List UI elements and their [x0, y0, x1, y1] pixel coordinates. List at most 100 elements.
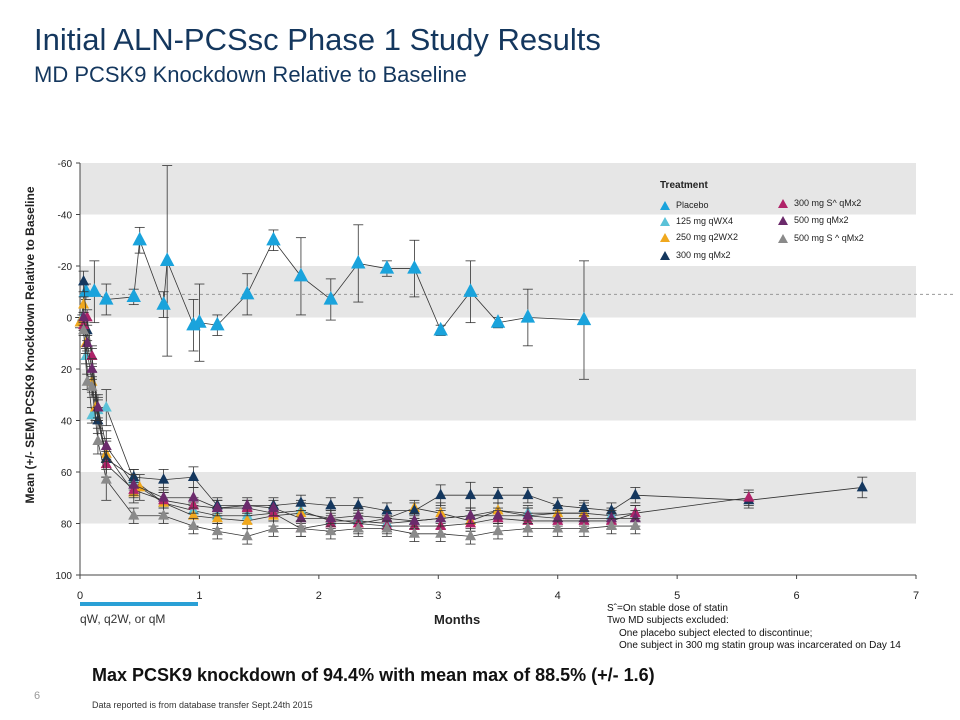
data-point	[158, 509, 170, 520]
data-point	[629, 511, 641, 523]
legend-title: Treatment	[660, 180, 708, 191]
x-tick-label: 7	[913, 590, 919, 602]
source-note: Data reported is from database transfer …	[92, 700, 313, 710]
headline: Max PCSK9 knockdown of 94.4% with mean m…	[92, 665, 655, 685]
data-point	[86, 349, 98, 361]
data-point	[743, 491, 755, 502]
slide-subtitle: MD PCSK9 Knockdown Relative to Baseline	[34, 62, 467, 87]
data-point	[126, 288, 141, 302]
data-point	[856, 480, 868, 492]
data-point	[433, 321, 448, 336]
data-point	[381, 522, 393, 533]
series-line	[83, 330, 636, 537]
data-point	[465, 509, 477, 520]
legend-item: 125 mg qWX4	[660, 216, 733, 226]
series-0	[78, 165, 592, 380]
legend-triangle-icon	[778, 198, 788, 208]
data-point	[78, 274, 90, 286]
series-layer	[74, 165, 868, 545]
data-point	[78, 298, 90, 309]
axes	[76, 162, 917, 579]
data-point	[295, 522, 307, 533]
legend-triangle-icon	[778, 233, 788, 243]
data-point	[490, 314, 506, 328]
legend-label: 250 mg q2WX2	[676, 232, 739, 242]
legend-triangle-icon	[660, 232, 670, 242]
x-tick-label: 0	[77, 590, 83, 602]
data-point	[605, 519, 617, 530]
data-point	[463, 283, 478, 297]
data-point	[211, 501, 223, 512]
data-point	[241, 498, 253, 510]
x-axis-title: Months	[434, 612, 481, 627]
x-tick-label: 1	[196, 590, 202, 602]
data-point	[192, 314, 207, 328]
data-point	[266, 231, 281, 246]
data-point	[78, 311, 90, 322]
data-point	[86, 362, 98, 373]
data-point	[100, 401, 112, 412]
x-tick-label: 6	[794, 590, 800, 602]
data-point	[578, 501, 590, 512]
y-tick-label: 0	[66, 314, 72, 325]
data-point	[325, 511, 337, 523]
data-point	[267, 501, 279, 512]
data-point	[99, 290, 114, 305]
data-point	[325, 498, 337, 510]
y-tick-label: 20	[61, 365, 73, 376]
legend-item: 500 mg S ^ qMx2	[778, 233, 864, 243]
shaded-band-2	[80, 369, 916, 421]
legend-label: 500 mg qMx2	[794, 215, 849, 225]
data-point	[552, 498, 564, 510]
data-point	[295, 511, 307, 523]
shaded-band-1	[80, 266, 916, 318]
data-point	[520, 309, 536, 323]
footnotes: Sˆ=On stable dose of statin Two MD subje…	[607, 603, 901, 652]
data-point	[492, 488, 504, 500]
y-tick-label: -60	[58, 159, 73, 170]
legend-label: 500 mg S ^ qMx2	[794, 233, 864, 243]
data-point	[156, 296, 171, 310]
x-tick-label: 2	[316, 590, 322, 602]
tick-labels: -60 -40 -20 0 20 40 60 80 100 0 1 2 3 4 5 6 7	[55, 159, 919, 602]
data-point	[605, 504, 617, 515]
data-point	[92, 434, 104, 445]
data-point	[492, 509, 504, 520]
y-tick-label: 100	[55, 571, 72, 582]
data-point	[92, 401, 104, 412]
y-tick-label: -20	[58, 262, 73, 273]
x-tick-label: 4	[555, 590, 561, 602]
data-point	[187, 491, 199, 502]
x-tick-label: 5	[674, 590, 680, 602]
data-point	[435, 511, 447, 523]
legend-triangle-icon	[778, 215, 788, 225]
data-point	[187, 519, 199, 530]
data-point	[435, 527, 447, 538]
data-point	[435, 488, 447, 500]
dosing-period-bar	[80, 602, 198, 606]
data-point	[408, 504, 420, 515]
note-statin: Sˆ=On stable dose of statin	[607, 603, 728, 614]
data-point	[187, 470, 199, 482]
y-tick-label: 60	[61, 468, 73, 479]
data-point	[211, 511, 223, 523]
legend-item: 300 mg S^ qMx2	[778, 198, 861, 208]
data-point	[86, 380, 98, 391]
data-point	[576, 311, 592, 326]
data-point	[100, 439, 112, 451]
data-point	[132, 231, 147, 246]
legend-label: 125 mg qWX4	[676, 216, 734, 226]
series-line	[83, 317, 636, 522]
legend-label: 300 mg S^ qMx2	[794, 198, 862, 208]
data-point	[293, 267, 309, 282]
slide-title: Initial ALN-PCSsc Phase 1 Study Results	[34, 22, 601, 57]
data-point	[492, 524, 504, 536]
legend-label: 300 mg qMx2	[676, 250, 731, 260]
data-point	[408, 527, 420, 538]
data-point	[100, 473, 112, 484]
data-point	[552, 522, 564, 533]
data-point	[352, 509, 364, 520]
data-point	[158, 473, 170, 484]
data-point	[87, 283, 102, 297]
